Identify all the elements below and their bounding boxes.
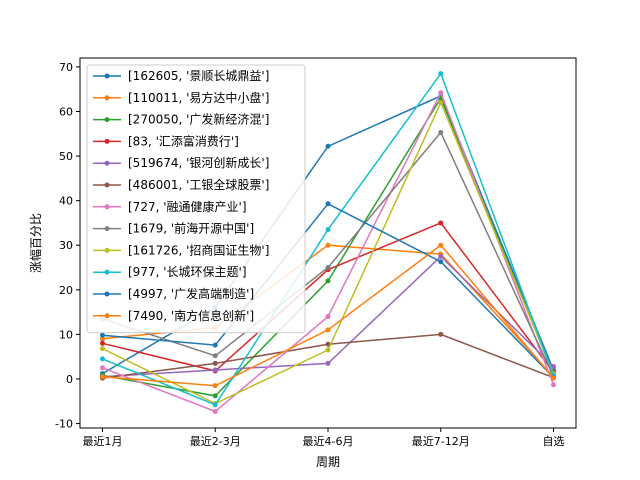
legend-item: [727, '融通健康产业'] <box>93 199 247 214</box>
y-axis-label: 涨幅百分比 <box>28 213 43 273</box>
legend-label: [270050, '广发新经济混'] <box>128 112 269 127</box>
data-point <box>438 259 444 265</box>
legend-label: [162605, '景顺长城鼎益'] <box>128 69 269 83</box>
legend-swatch-marker <box>104 291 110 297</box>
legend-item: [4997, '广发高端制造'] <box>93 286 254 301</box>
legend-item: [7490, '南方信息创新'] <box>93 308 254 323</box>
legend: [162605, '景顺长城鼎益'] [110011, '易方达中小盘'] [270… <box>86 64 306 334</box>
legend-swatch-marker <box>104 226 110 232</box>
series-8 <box>100 100 556 406</box>
legend-item: [162605, '景顺长城鼎益'] <box>93 69 269 83</box>
legend-item: [486001, '工银全球股票'] <box>93 177 269 192</box>
data-point <box>325 341 331 347</box>
data-point <box>325 242 331 248</box>
legend-item: [110011, '易方达中小盘'] <box>93 90 269 105</box>
data-point <box>438 242 444 248</box>
data-point <box>100 365 105 371</box>
legend-swatch-marker <box>104 138 110 144</box>
legend-item: [270050, '广发新经济混'] <box>93 112 269 127</box>
legend-item: [977, '长城环保主题'] <box>93 265 247 279</box>
legend-label: [1679, '前海开源中国'] <box>128 221 254 236</box>
legend-item: [83, '汇添富消费行'] <box>93 133 239 148</box>
data-point <box>100 346 105 352</box>
x-tick-label: 最近1月 <box>83 435 123 448</box>
legend-label: [727, '融通健康产业'] <box>128 199 247 214</box>
y-tick-label: 70 <box>59 61 73 74</box>
data-point <box>325 201 331 207</box>
data-point <box>438 253 444 259</box>
y-tick-label: 40 <box>59 195 73 208</box>
legend-label: [110011, '易方达中小盘'] <box>128 90 269 105</box>
data-point <box>100 336 105 342</box>
legend-label: [519674, '银河创新成长'] <box>128 155 269 170</box>
data-point <box>100 332 105 338</box>
data-point <box>212 367 218 373</box>
legend-label: [83, '汇添富消费行'] <box>128 133 239 148</box>
y-axis: -10 0 10 20 30 40 50 60 70 <box>55 61 80 431</box>
data-point <box>438 100 444 106</box>
data-point <box>438 71 444 77</box>
series-6 <box>100 90 556 415</box>
legend-label: [161726, '招商国证生物'] <box>128 242 269 257</box>
legend-swatch-marker <box>104 247 110 253</box>
data-point <box>325 314 331 320</box>
data-point <box>551 375 556 381</box>
data-point <box>100 374 105 380</box>
x-axis: 最近1月 最近2-3月 最近4-6月 最近7-12月 自选 <box>83 428 565 448</box>
y-tick-label: 20 <box>59 284 73 297</box>
legend-swatch-marker <box>104 73 110 79</box>
legend-item: [519674, '银河创新成长'] <box>93 155 269 170</box>
data-point <box>212 409 218 415</box>
data-point <box>325 265 331 271</box>
y-tick-label: -10 <box>55 418 73 431</box>
y-tick-label: 60 <box>59 105 73 118</box>
series-4 <box>100 253 556 380</box>
data-point <box>212 383 218 389</box>
x-tick-label: 最近7-12月 <box>412 435 470 448</box>
legend-swatch-marker <box>104 182 110 188</box>
legend-swatch-marker <box>104 269 110 275</box>
data-point <box>212 402 218 408</box>
x-tick-label: 自选 <box>543 435 565 448</box>
data-point <box>438 129 444 135</box>
legend-label: [7490, '南方信息创新'] <box>128 308 254 323</box>
data-point <box>438 331 444 337</box>
data-point <box>438 90 444 96</box>
legend-swatch-marker <box>104 95 110 101</box>
data-point <box>325 227 331 233</box>
data-point <box>325 278 331 284</box>
data-point <box>438 220 444 226</box>
y-tick-label: 0 <box>66 373 73 386</box>
y-tick-label: 10 <box>59 328 73 341</box>
legend-item: [1679, '前海开源中国'] <box>93 221 254 236</box>
data-point <box>551 363 556 369</box>
y-tick-label: 50 <box>59 150 73 163</box>
data-point <box>100 340 105 346</box>
x-tick-label: 最近2-3月 <box>190 435 241 448</box>
data-point <box>325 360 331 366</box>
data-point <box>212 393 218 399</box>
data-point <box>551 382 556 388</box>
legend-frame <box>86 64 306 334</box>
legend-label: [486001, '工银全球股票'] <box>128 177 269 192</box>
legend-label: [4997, '广发高端制造'] <box>128 286 254 301</box>
legend-swatch-marker <box>104 313 110 319</box>
x-axis-label: 周期 <box>316 455 340 469</box>
data-point <box>212 360 218 366</box>
x-tick-label: 最近4-6月 <box>303 435 354 448</box>
legend-swatch-marker <box>104 204 110 210</box>
data-point <box>212 342 218 348</box>
data-point <box>325 143 331 149</box>
legend-item: [161726, '招商国证生物'] <box>93 242 269 257</box>
legend-label: [977, '长城环保主题'] <box>128 265 247 279</box>
data-point <box>100 356 105 362</box>
data-point <box>325 327 331 333</box>
legend-swatch-marker <box>104 117 110 123</box>
series-11 <box>100 242 556 389</box>
data-point <box>212 353 218 359</box>
legend-swatch-marker <box>104 160 110 166</box>
y-tick-label: 30 <box>59 239 73 252</box>
data-point <box>325 347 331 353</box>
